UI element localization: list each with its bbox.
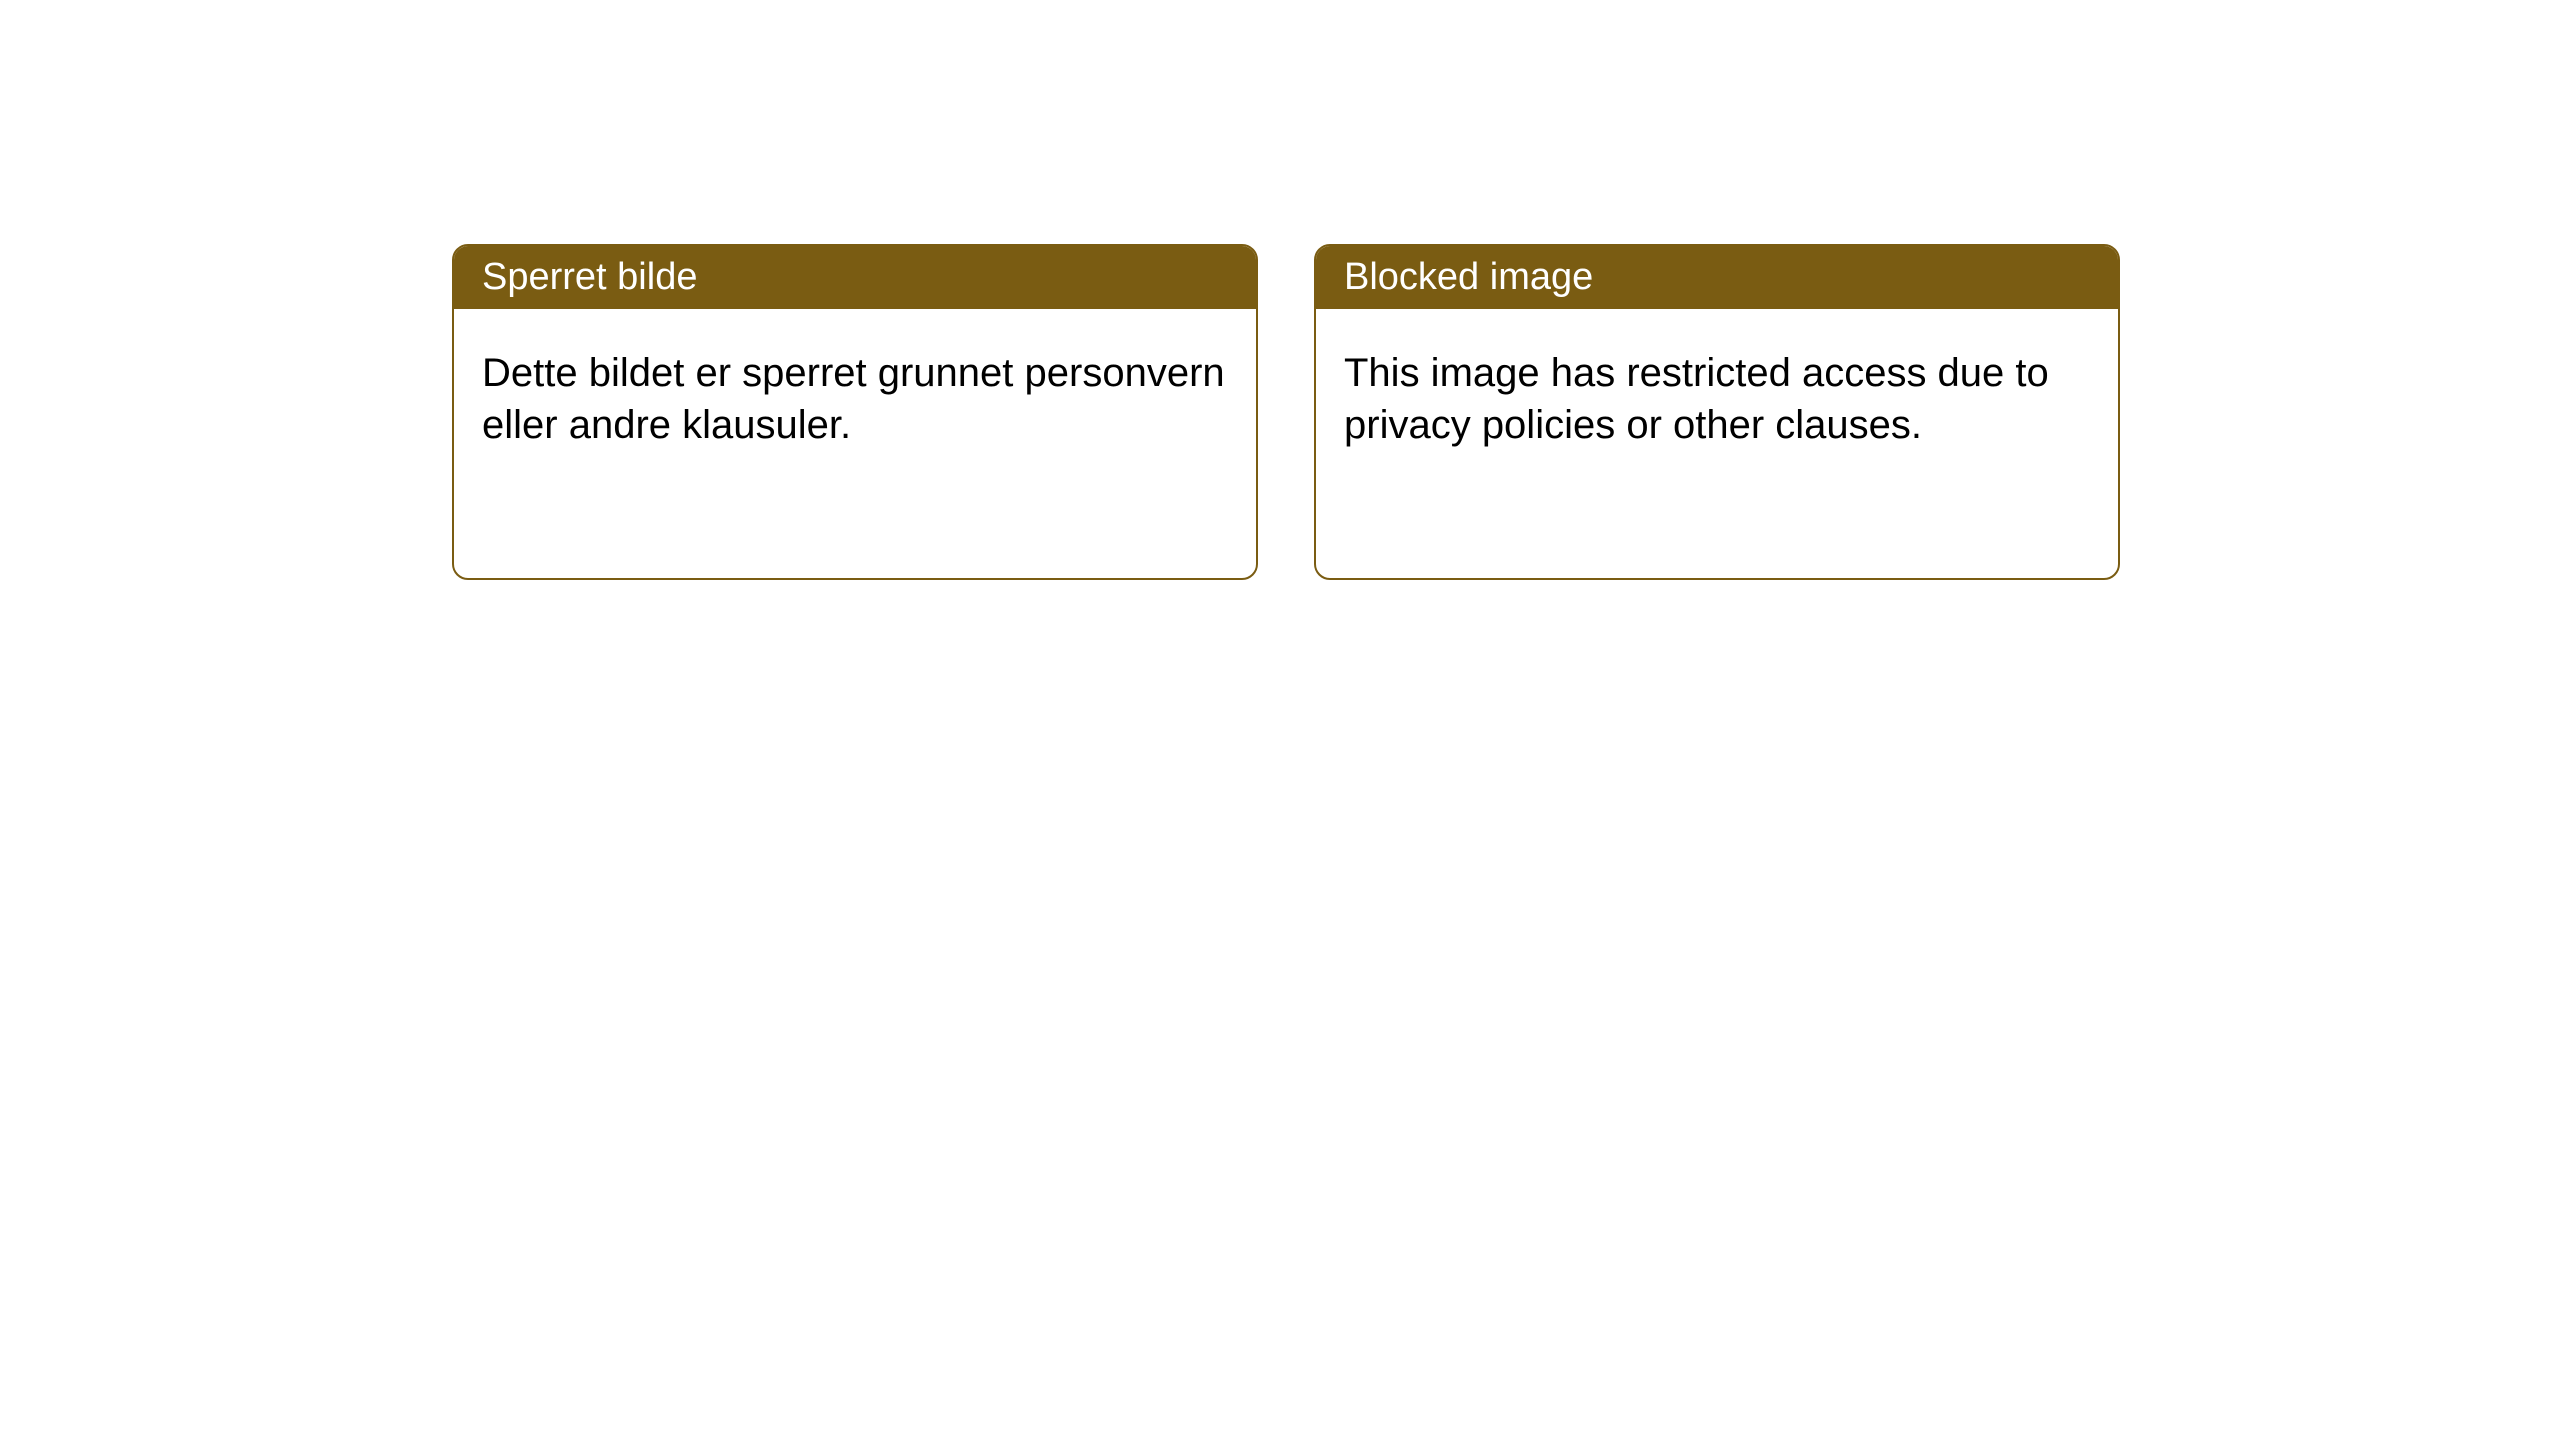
card-header: Blocked image xyxy=(1316,246,2118,309)
card-body-text: Dette bildet er sperret grunnet personve… xyxy=(482,351,1225,447)
card-body: This image has restricted access due to … xyxy=(1316,309,2118,489)
card-title: Sperret bilde xyxy=(482,256,697,298)
card-body: Dette bildet er sperret grunnet personve… xyxy=(454,309,1256,489)
notice-container: Sperret bilde Dette bildet er sperret gr… xyxy=(452,244,2120,580)
blocked-image-card-no: Sperret bilde Dette bildet er sperret gr… xyxy=(452,244,1258,580)
card-header: Sperret bilde xyxy=(454,246,1256,309)
blocked-image-card-en: Blocked image This image has restricted … xyxy=(1314,244,2120,580)
card-body-text: This image has restricted access due to … xyxy=(1344,351,2049,447)
card-title: Blocked image xyxy=(1344,256,1593,298)
